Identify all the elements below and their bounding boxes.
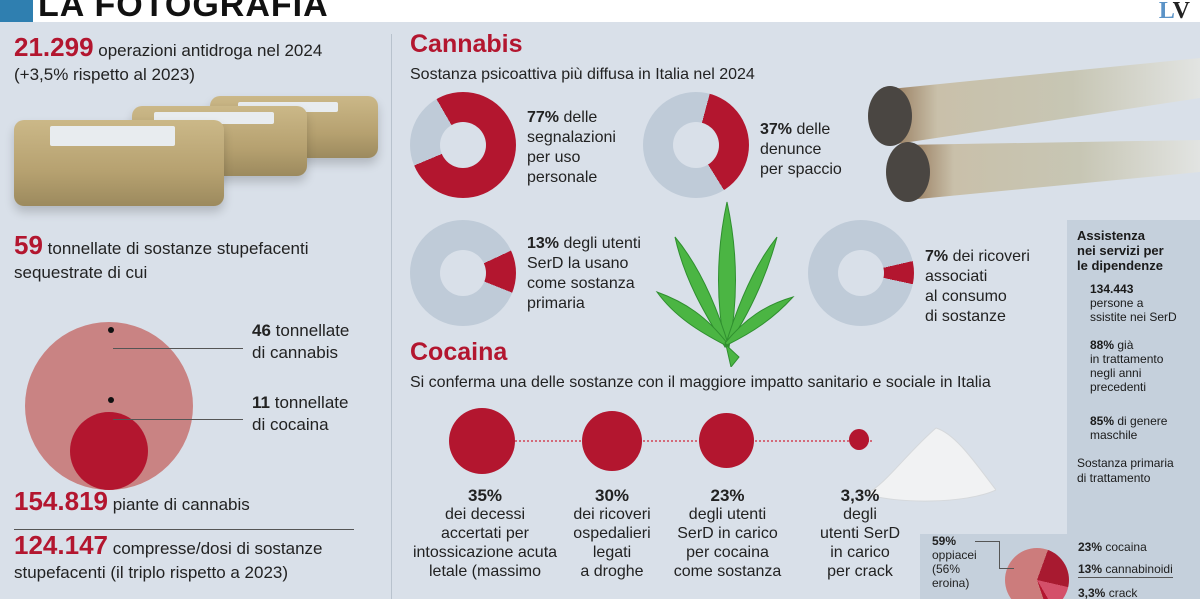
pie-label-cocaina: 23% cocaina [1078, 540, 1147, 554]
operations-note: (+3,5% rispetto al 2023) [14, 65, 195, 84]
cocaine-tons-label: 11 tonnellate di cocaina [252, 393, 349, 434]
male-stat: 85% di genere maschile [1090, 414, 1168, 442]
hashish-bricks-image [10, 92, 378, 212]
bubble-cocaine [70, 412, 148, 490]
logo: LV [1158, 0, 1190, 22]
donut-37-label: 37% delle denunce per spaccio [760, 121, 842, 178]
cocaina-title: Cocaina [410, 338, 508, 366]
infographic-panel: 21.299 operazioni antidroga nel 2024 (+3… [0, 22, 1200, 599]
donut-7-label: 7% dei ricoveri associati al consumo di … [925, 248, 1030, 325]
cocaina-stat-35: 35% dei decessi accertati per intossicaz… [412, 486, 558, 580]
left-column: 21.299 operazioni antidroga nel 2024 (+3… [0, 22, 392, 599]
leader-line [113, 419, 243, 420]
dotted-connector [492, 440, 872, 442]
pie-label-cannabinoidi: 13% cannabinoidi [1078, 562, 1173, 578]
bubble-35 [449, 408, 515, 474]
bubble-3-3 [849, 429, 869, 450]
donut-7 [808, 220, 914, 326]
divider-line [14, 529, 354, 530]
primary-substance-label: Sostanza primaria di trattamento [1077, 456, 1174, 485]
pie-label-oppiacei: 59% oppiacei (56% eroina) [932, 534, 977, 590]
cannabis-subtitle: Sostanza psicoattiva più diffusa in Ital… [410, 66, 755, 83]
donut-77 [410, 92, 516, 198]
donut-13-label: 13% degli utenti SerD la usano come sost… [527, 235, 641, 312]
pie-label-crack: 3,3% crack [1078, 586, 1138, 599]
cocaina-stat-23: 23% degli utenti SerD in carico per coca… [673, 486, 782, 580]
page-title: LA FOTOGRAFIA [38, 0, 329, 22]
donut-37 [643, 92, 749, 198]
plants-stat: 154.819 piante di cannabis [14, 486, 250, 516]
joints-image [860, 50, 1200, 220]
header: LA FOTOGRAFIA LV [0, 0, 1200, 22]
cannabis-leaf-icon [655, 197, 795, 369]
cocaine-powder-image [864, 424, 997, 502]
persons-stat: 134.443 persone a ssistite nei SerD [1090, 282, 1177, 324]
operations-stat: 21.299 operazioni antidroga nel 2024 [14, 32, 323, 62]
cannabis-title: Cannabis [410, 30, 523, 58]
assistenza-title: Assistenza nei servizi per le dipendenze [1077, 228, 1164, 273]
donut-13 [410, 220, 516, 326]
marker-dot [108, 327, 114, 333]
doses-stat-line2: stupefacenti (il triplo rispetto a 2023) [14, 563, 289, 582]
bubble-23 [699, 413, 754, 468]
seized-stat: 59 tonnellate di sostanze stupefacenti [14, 230, 309, 260]
cannabis-tons-label: 46 tonnellate di cannabis [252, 321, 350, 362]
primary-substance-pie [1005, 548, 1069, 599]
marker-dot [108, 397, 114, 403]
leader-line [113, 348, 243, 349]
primary-substance-pie-area: 59% oppiacei (56% eroina) 23% cocaina 13… [920, 520, 1200, 599]
bubble-30 [582, 411, 642, 471]
seized-bubble-chart [25, 322, 195, 492]
column-divider [391, 34, 392, 599]
doses-stat: 124.147 compresse/dosi di sostanze [14, 530, 323, 560]
cocaina-stat-3-3: 3,3% degli utenti SerD in carico per cra… [819, 486, 901, 580]
cocaina-stat-30: 30% dei ricoveri ospedalieri legati a dr… [573, 486, 651, 580]
header-accent-tab [0, 0, 33, 22]
donut-77-label: 77% delle segnalazioni per uso personale [527, 109, 616, 186]
treatment-stat: 88% già in trattamento negli anni preced… [1090, 338, 1164, 394]
seized-stat-line2: sequestrate di cui [14, 263, 148, 282]
assistenza-box: Assistenza nei servizi per le dipendenze… [1067, 220, 1200, 520]
cocaina-subtitle: Si conferma una delle sostanze con il ma… [410, 374, 991, 391]
